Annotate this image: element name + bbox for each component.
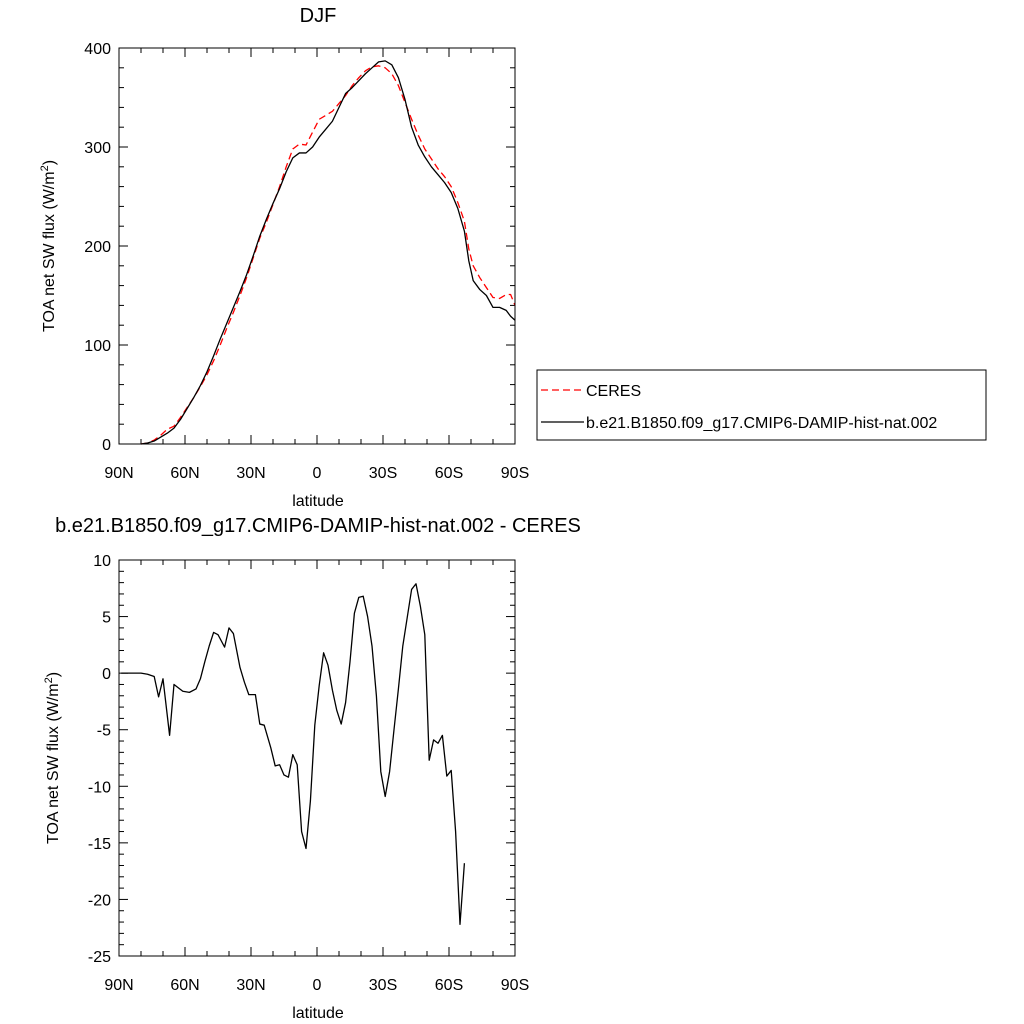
- top-chart-ylabel: TOA net SW flux (W/m2): [39, 160, 58, 332]
- bottom-chart-frame: [118, 559, 516, 957]
- series-line-model: [140, 60, 516, 445]
- bottom-chart-ylabel: TOA net SW flux (W/m2): [43, 672, 62, 844]
- y-tick-label: 100: [84, 338, 111, 355]
- y-tick-label: -20: [88, 892, 111, 909]
- x-tick-label: 30N: [236, 465, 265, 482]
- x-tick-label: 30N: [236, 977, 265, 994]
- series-line-ceres: [140, 65, 516, 445]
- x-tick-label: 60N: [170, 465, 199, 482]
- top-chart-ylabel-close: ): [41, 160, 58, 165]
- y-tick-label: 10: [93, 553, 111, 570]
- bottom-chart-title: b.e21.B1850.f09_g17.CMIP6-DAMIP-hist-nat…: [55, 515, 581, 537]
- top-chart-frame: [118, 47, 516, 445]
- bottom-chart-ylabel-main: TOA net SW flux (W/m: [45, 683, 62, 844]
- bottom-chart-series: [121, 583, 466, 925]
- x-tick-label: 0: [313, 977, 322, 994]
- legend-box: [536, 369, 987, 441]
- legend: CERES b.e21.B1850.f09_g17.CMIP6-DAMIP-hi…: [536, 369, 987, 441]
- top-chart-ylabel-main: TOA net SW flux (W/m: [41, 171, 58, 332]
- bottom-chart: b.e21.B1850.f09_g17.CMIP6-DAMIP-hist-nat…: [43, 515, 581, 1022]
- x-tick-label: 90N: [104, 465, 133, 482]
- top-chart-ylabel-sup: 2: [39, 165, 51, 171]
- legend-label-model: b.e21.B1850.f09_g17.CMIP6-DAMIP-hist-nat…: [586, 415, 937, 432]
- top-chart-title: DJF: [300, 5, 337, 27]
- x-tick-label: 60N: [170, 977, 199, 994]
- top-chart-xlabel: latitude: [292, 493, 344, 510]
- bottom-chart-ylabel-sup: 2: [43, 677, 55, 683]
- x-tick-label: 60S: [435, 977, 463, 994]
- y-tick-label: -10: [88, 779, 111, 796]
- y-tick-label: 0: [102, 666, 111, 683]
- bottom-chart-ylabel-close: ): [45, 672, 62, 677]
- bottom-chart-tick-labels: 90N 60N 30N 0 30S 60S 90S 10 5 0 -5 -10 -15 -20 -25: [88, 553, 529, 994]
- top-chart-tick-labels: 90N 60N 30N 0 30S 60S 90S 0 100 200 300 400: [84, 41, 529, 482]
- y-tick-label: 200: [84, 239, 111, 256]
- y-tick-label: 300: [84, 140, 111, 157]
- y-tick-label: 400: [84, 41, 111, 58]
- y-tick-label: 5: [102, 610, 111, 627]
- top-chart-series: [140, 60, 516, 445]
- top-chart: DJF 90N 60N 30N 0 30S 60S 90S 0 100 200 300 400 lat…: [39, 5, 529, 510]
- x-tick-label: 90S: [501, 977, 529, 994]
- legend-label-ceres: CERES: [586, 383, 641, 400]
- x-tick-label: 60S: [435, 465, 463, 482]
- x-tick-label: 90N: [104, 977, 133, 994]
- bottom-chart-ticks: [118, 559, 516, 957]
- y-tick-label: -5: [97, 723, 111, 740]
- y-tick-label: -15: [88, 836, 111, 853]
- x-tick-label: 0: [313, 465, 322, 482]
- y-tick-label: -25: [88, 949, 111, 966]
- x-tick-label: 90S: [501, 465, 529, 482]
- y-tick-label: 0: [102, 437, 111, 454]
- bottom-chart-xlabel: latitude: [292, 1005, 344, 1022]
- series-line-model: [121, 583, 466, 925]
- x-tick-label: 30S: [369, 465, 397, 482]
- x-tick-label: 30S: [369, 977, 397, 994]
- top-chart-ticks: [118, 47, 516, 445]
